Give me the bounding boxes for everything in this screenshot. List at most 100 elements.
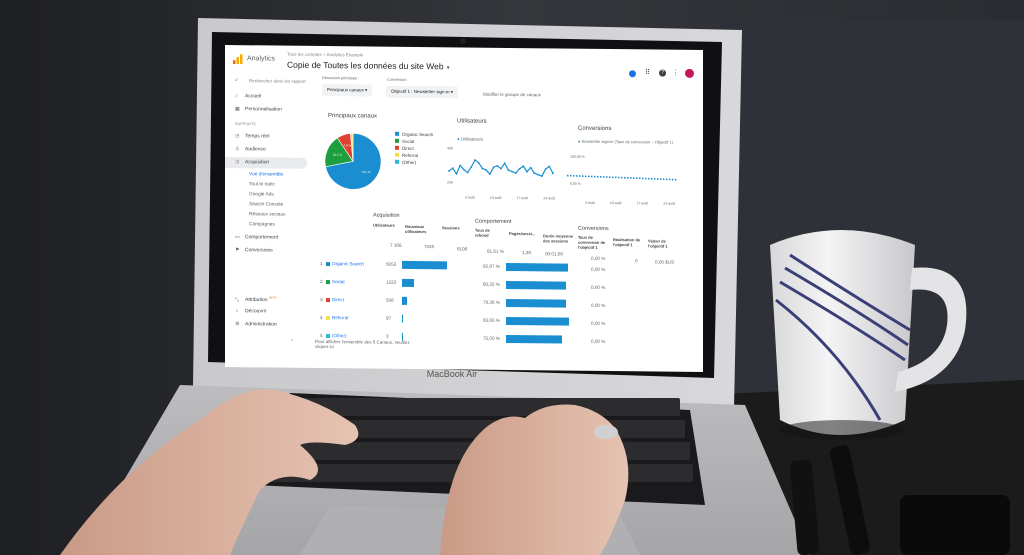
mug-handle: [895, 267, 967, 392]
right-hand: [440, 404, 629, 555]
users-point[interactable]: [481, 167, 484, 170]
users-point[interactable]: [451, 167, 454, 170]
row-bounce-rate: 75,00 %: [483, 335, 500, 341]
channel-link[interactable]: Direct: [332, 297, 344, 303]
users-point[interactable]: [552, 172, 554, 175]
row-rank: 4: [320, 314, 323, 321]
more-vert-icon[interactable]: ⋮: [672, 69, 679, 77]
sidebar-item-audience[interactable]: ♙ Audience: [235, 146, 266, 153]
dimension-dropdown[interactable]: Principaux canaux ▾: [322, 84, 373, 97]
notifications-icon[interactable]: [629, 70, 636, 78]
sidebar-sub-reseaux-sociaux[interactable]: Réseaux sociaux: [249, 212, 286, 218]
users-point[interactable]: [544, 168, 547, 171]
search-input[interactable]: Rechercher dans les rapport: [249, 78, 306, 84]
conv-series-line: [567, 174, 678, 181]
legend-swatch: [395, 159, 399, 164]
sidebar-item-decouvrir[interactable]: ♁ Découvrir: [235, 308, 267, 315]
col-header[interactable]: Utilisateurs: [373, 222, 395, 228]
users-point[interactable]: [500, 167, 502, 170]
users-point[interactable]: [548, 165, 551, 168]
users-point[interactable]: [485, 169, 488, 171]
users-point[interactable]: [448, 170, 450, 172]
marker: [790, 459, 820, 555]
conv-line-chart: [567, 174, 678, 181]
channel-swatch: [326, 334, 330, 338]
users-point[interactable]: [537, 173, 540, 176]
sidebar-item-temps-reel[interactable]: ◷ Temps réel: [235, 133, 270, 140]
sidebar-sub-tout-le-trafic[interactable]: Tout le trafic: [249, 182, 275, 188]
users-point[interactable]: [511, 170, 514, 173]
col-header[interactable]: Durée moyenne des sessions: [543, 233, 574, 244]
col-header[interactable]: Réalisation de l'objectif 1: [613, 237, 641, 248]
pie-slice-label: 70,5 %: [361, 170, 371, 174]
bounce-rate-bar: [506, 280, 567, 290]
person-icon: ♙: [235, 146, 240, 153]
conv-legend: ● Newsletter sign-in (Taux de conversion…: [578, 138, 673, 145]
legend-swatch: [395, 138, 399, 143]
legend-label: Organic Search: [402, 131, 434, 138]
channel-link[interactable]: Social: [332, 279, 345, 285]
sidebar-sub-google-ads[interactable]: Google Ads: [249, 192, 274, 198]
sidebar-item-attribution[interactable]: ⤡ Attribution BETA: [235, 295, 277, 304]
row-users: 1323: [386, 279, 397, 285]
users-point[interactable]: [459, 164, 462, 167]
sidebar-item-administration[interactable]: ⚙ Administration: [235, 321, 277, 328]
x-tick: 10 août: [609, 201, 622, 206]
users-point[interactable]: [466, 171, 469, 174]
sidebar-item-comportement[interactable]: ▭ Comportement: [235, 234, 279, 241]
users-bar: [402, 296, 407, 305]
col-header[interactable]: Valeur de l'objectif 1: [648, 238, 668, 249]
mug-stripes: [775, 253, 911, 421]
users-point[interactable]: [488, 173, 491, 176]
channel-link[interactable]: Referral: [332, 315, 349, 321]
sidebar-sub-vue-ensemble[interactable]: Vue d'ensemble: [249, 172, 284, 178]
col-header[interactable]: Taux de conversion de l'objectif 1: [578, 234, 606, 250]
view-selector[interactable]: Copie de Toutes les données du site Web ▾: [287, 60, 450, 72]
conv-x-axis: 3 août 10 août 17 août 24 août: [585, 201, 675, 206]
chevron-down-icon[interactable]: ▾: [446, 65, 450, 72]
users-point[interactable]: [522, 165, 525, 168]
users-point[interactable]: [507, 169, 510, 172]
collapse-sidebar-icon[interactable]: ‹: [291, 337, 293, 344]
users-point[interactable]: [474, 159, 476, 161]
users-point[interactable]: [514, 172, 517, 174]
conversion-dropdown[interactable]: Objectif 1 : Newsletter sign-in ▾: [386, 85, 459, 99]
users-point[interactable]: [492, 166, 495, 169]
channel-swatch: [326, 280, 330, 284]
help-icon[interactable]: ?: [659, 69, 666, 77]
users-point[interactable]: [540, 175, 543, 178]
sidebar-item-accueil[interactable]: ⌂ Accueil: [235, 93, 262, 100]
total-sessions: 8108: [457, 246, 468, 252]
sidebar-sub-search-console[interactable]: Search Console: [249, 202, 284, 208]
users-point[interactable]: [526, 170, 528, 173]
users-point[interactable]: [503, 162, 506, 165]
users-point[interactable]: [477, 161, 480, 164]
users-point[interactable]: [496, 164, 499, 167]
users-point[interactable]: [529, 166, 532, 169]
users-point[interactable]: [455, 172, 458, 175]
apps-grid-icon[interactable]: ⠿: [645, 69, 651, 77]
avatar[interactable]: [685, 68, 694, 78]
users-point[interactable]: [470, 166, 473, 168]
col-header[interactable]: Sessions: [442, 225, 460, 231]
left-hand: [60, 389, 359, 555]
sidebar-item-personnalisation[interactable]: ▦ Personnalisation: [235, 106, 282, 113]
col-header[interactable]: Pages/sessi...: [509, 230, 536, 237]
analytics-logo-icon: [233, 54, 243, 65]
breadcrumb[interactable]: Tous les comptes > Analytics Example: [287, 51, 364, 58]
users-point[interactable]: [462, 168, 465, 171]
bounce-rate-bar: [506, 298, 566, 308]
sidebar-item-acquisition[interactable]: ⤨ Acquisition: [235, 159, 270, 166]
channel-link[interactable]: (Other): [332, 333, 347, 339]
channel-link[interactable]: Organic Search: [332, 261, 364, 267]
edit-channel-group-link[interactable]: Modifier le groupe de canaux: [483, 91, 542, 98]
users-point[interactable]: [533, 172, 536, 175]
col-header[interactable]: Nouveaux utilisateurs: [405, 223, 427, 235]
sidebar-sub-campagnes[interactable]: Campagnes: [249, 222, 275, 228]
sidebar-item-conversions[interactable]: ⚑ Conversions: [235, 247, 273, 254]
view-all-channels-link[interactable]: Pour afficher l'ensemble des 5 Canaux, v…: [315, 338, 410, 350]
users-point[interactable]: [518, 167, 521, 170]
row-conv-rate: 0,00 %: [591, 302, 606, 308]
x-tick: 3 août: [585, 200, 595, 205]
col-header[interactable]: Taux de rebond: [475, 227, 490, 238]
